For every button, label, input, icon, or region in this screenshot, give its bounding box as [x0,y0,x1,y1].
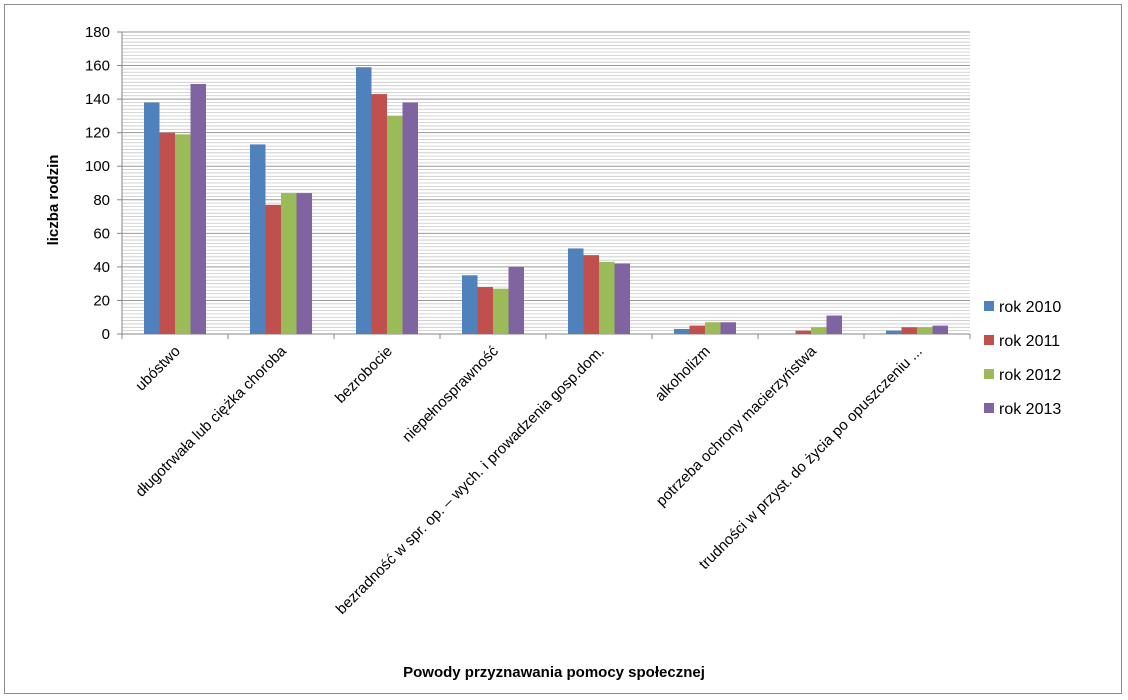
axes [121,32,971,339]
bar-rok-2013-1 [190,84,206,334]
category-label: bezrobocie [332,343,396,407]
y-tick-label: 40 [93,259,110,276]
y-axis-title: liczba rodzin [45,155,62,246]
category-label: ubóstwo [132,343,184,395]
legend-swatch [984,301,994,311]
bar-rok-2010-2 [250,144,266,334]
legend-label: rok 2013 [999,401,1061,418]
bar-rok-2012-6 [705,322,721,334]
grid-lines [122,31,970,335]
y-tick-label: 60 [93,225,110,242]
bar-rok-2010-1 [144,102,160,334]
bar-rok-2011-8 [901,327,917,334]
legend-swatch [984,335,994,345]
y-tick-label: 160 [85,58,110,75]
bar-rok-2010-6 [674,328,690,334]
bar-rok-2013-6 [720,322,736,334]
y-axis-ticks: 0 20 40 60 80 100 120 140 160 180 [85,24,122,343]
y-tick-label: 100 [85,158,110,175]
bar-rok-2011-6 [689,325,705,334]
y-tick-label: 20 [93,292,110,309]
legend-label: rok 2010 [999,299,1061,316]
bar-rok-2010-5 [568,248,584,334]
bar-rok-2013-7 [826,315,842,334]
legend-label: rok 2011 [999,333,1060,350]
category-label: niepełnosprawność [399,342,502,445]
bar-rok-2013-4 [508,266,524,334]
bar-rok-2012-1 [175,134,191,334]
y-tick-label: 120 [85,125,110,142]
bar-rok-2013-3 [402,102,418,334]
y-tick-label: 180 [85,24,110,41]
bar-rok-2012-3 [387,115,403,334]
legend-swatch [984,369,994,379]
legend: rok 2010 rok 2011 rok 2012 rok 2013 [984,299,1061,418]
category-label: trudności w przyst. do życia po opuszcze… [696,343,926,573]
bar-rok-2012-7 [811,327,827,334]
bar-rok-2010-4 [462,275,478,334]
legend-label: rok 2012 [999,367,1061,384]
category-label: alkoholizm [652,343,714,405]
bar-rok-2013-8 [932,325,948,334]
bar-rok-2013-5 [614,263,630,334]
y-tick-label: 140 [85,91,110,108]
bar-rok-2012-5 [599,261,615,334]
bar-rok-2011-2 [265,204,281,334]
x-axis-title: Powody przyznawania pomocy społecznej [403,664,705,681]
bars [144,67,948,334]
y-tick-label: 80 [93,192,110,209]
bar-rok-2012-8 [917,327,933,334]
bar-rok-2011-1 [159,132,175,334]
bar-rok-2010-3 [356,67,372,334]
bar-rok-2011-5 [583,255,599,334]
bar-rok-2011-3 [371,94,387,334]
legend-swatch [984,403,994,413]
y-tick-label: 0 [102,326,110,343]
bar-rok-2011-4 [477,287,493,334]
bar-rok-2011-7 [795,330,811,334]
bar-rok-2012-4 [493,288,509,334]
bar-rok-2010-8 [886,330,902,334]
bar-rok-2013-2 [296,193,312,334]
bar-rok-2012-2 [281,193,297,334]
